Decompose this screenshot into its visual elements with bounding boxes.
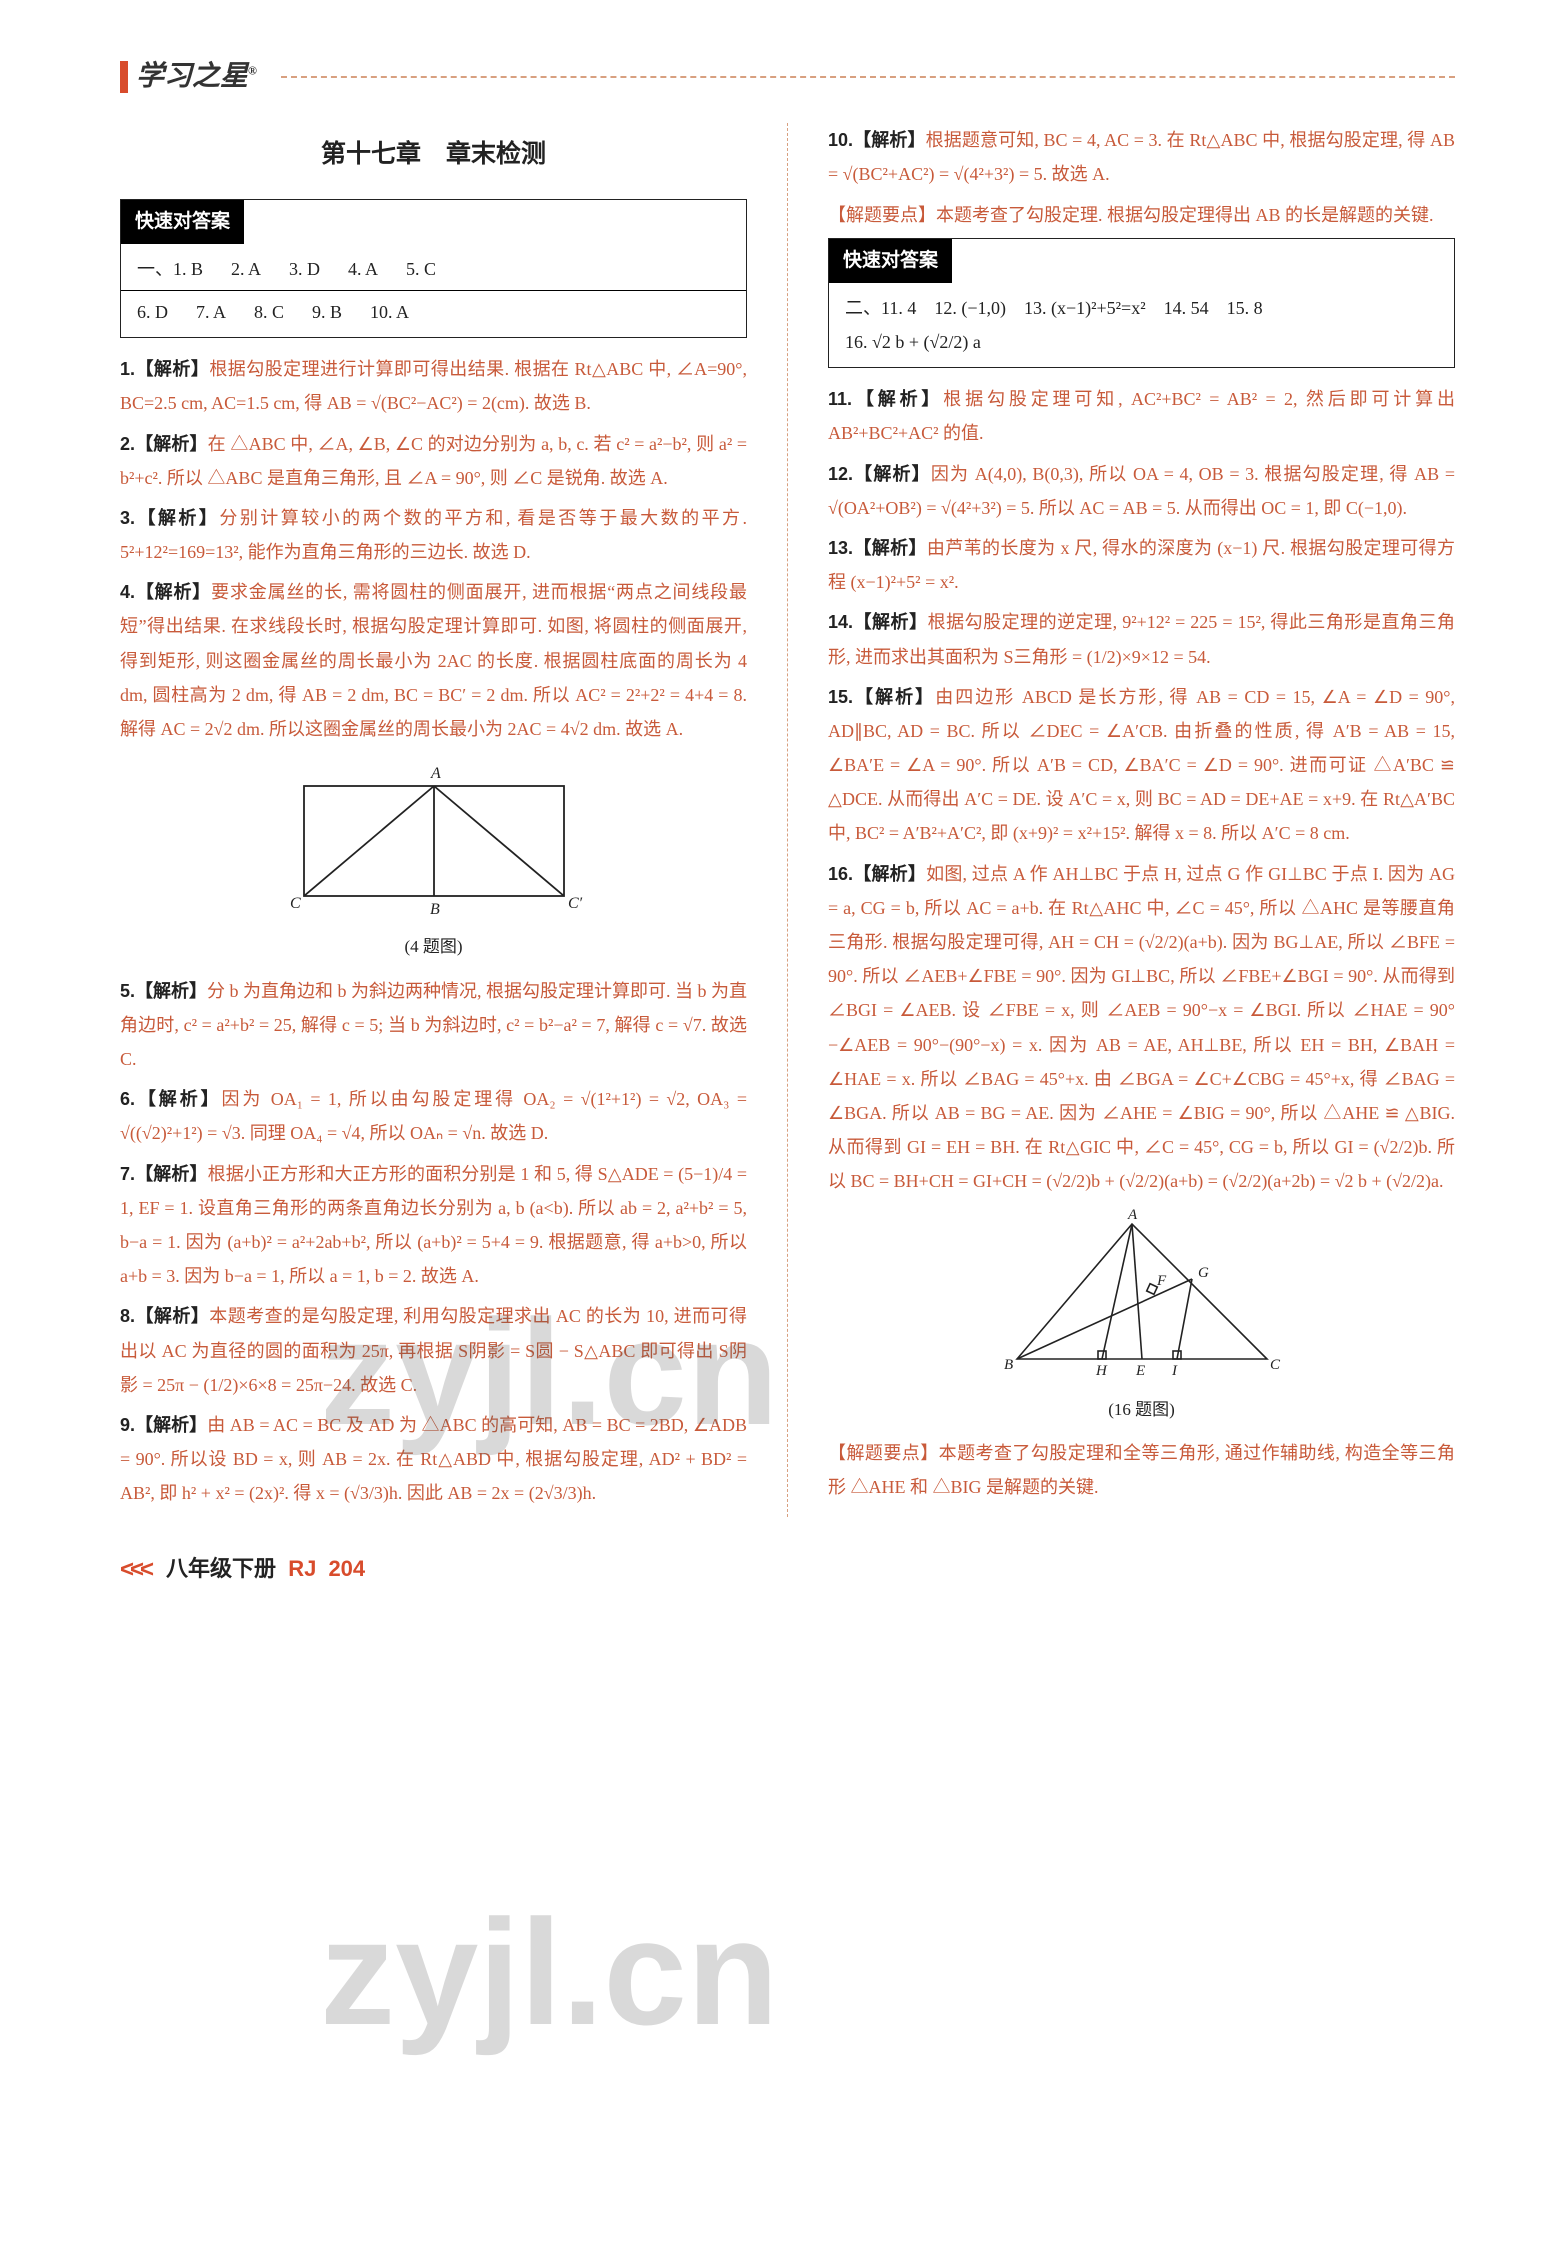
answer-box-1: 快速对答案 一、1. B 2. A 3. D 4. A 5. C 6. D 7.…	[120, 199, 747, 338]
svg-text:A: A	[430, 765, 441, 782]
ans-4: 4. A	[348, 252, 378, 286]
ans-3: 3. D	[289, 252, 320, 286]
answer-box-label: 快速对答案	[121, 200, 244, 244]
q1-text: 根据勾股定理进行计算即可得出结果. 根据在 Rt△ABC 中, ∠A=90°, …	[120, 359, 747, 413]
svg-text:B: B	[430, 901, 440, 916]
q1: 1.【解析】根据勾股定理进行计算即可得出结果. 根据在 Rt△ABC 中, ∠A…	[120, 352, 747, 420]
page-header: 学习之星®	[120, 50, 1455, 103]
q9: 9.【解析】由 AB = AC = BC 及 AD 为 △ABC 的高可知, A…	[120, 1408, 747, 1511]
q16-text: 如图, 过点 A 作 AH⊥BC 于点 H, 过点 G 作 GI⊥BC 于点 I…	[828, 864, 1455, 1192]
ans-9: 9. B	[312, 295, 342, 329]
answer-box-body-1: 一、1. B 2. A 3. D 4. A 5. C 6. D 7. A 8. …	[121, 244, 746, 337]
q8-text: 本题考查的是勾股定理, 利用勾股定理求出 AC 的长为 10, 进而可得出以 A…	[120, 1306, 747, 1394]
q6: 6.【解析】因为 OA₁ = 1, 所以由勾股定理得 OA₂ = √(1²+1²…	[120, 1082, 747, 1150]
page-footer: <<< 八年级下册 RJ 204	[120, 1547, 1455, 1593]
ans-6: 6. D	[137, 295, 168, 329]
content-columns: 第十七章 章末检测 快速对答案 一、1. B 2. A 3. D 4. A 5.…	[120, 123, 1455, 1516]
brand-sup: ®	[248, 64, 257, 78]
section2-answers-line2: 16. √2 b + (√2/2) a	[845, 325, 1438, 359]
q15: 15.【解析】由四边形 ABCD 是长方形, 得 AB = CD = 15, ∠…	[828, 680, 1455, 851]
svg-text:H: H	[1095, 1363, 1108, 1379]
q13: 13.【解析】由芦苇的长度为 x 尺, 得水的深度为 (x−1) 尺. 根据勾股…	[828, 531, 1455, 599]
diagram-q16: A B C H E I F G	[828, 1209, 1455, 1390]
column-divider	[787, 123, 788, 1516]
diagram-q16-caption: (16 题图)	[828, 1394, 1455, 1426]
svg-text:I: I	[1171, 1363, 1178, 1379]
svg-text:F: F	[1156, 1273, 1167, 1289]
answer-box-body-2: 二、11. 4 12. (−1,0) 13. (x−1)²+5²=x² 14. …	[829, 283, 1454, 367]
section2-answers-line1: 二、11. 4 12. (−1,0) 13. (x−1)²+5²=x² 14. …	[845, 291, 1438, 325]
svg-text:C′: C′	[568, 895, 583, 912]
svg-text:G: G	[1198, 1265, 1209, 1281]
watermark-2: zyjl.cn	[320, 1830, 779, 2115]
q7-text: 根据小正方形和大正方形的面积分别是 1 和 5, 得 S△ADE = (5−1)…	[120, 1164, 747, 1287]
ans-10: 10. A	[370, 295, 409, 329]
q2-text: 在 △ABC 中, ∠A, ∠B, ∠C 的对边分别为 a, b, c. 若 c…	[120, 434, 747, 488]
diagram-q4-caption: (4 题图)	[120, 931, 747, 963]
svg-text:E: E	[1135, 1363, 1145, 1379]
ans-8: 8. C	[254, 295, 284, 329]
footer-grade: 八年级下册	[166, 1556, 276, 1581]
brand-logo: 学习之星®	[136, 50, 257, 103]
q5-text: 分 b 为直角边和 b 为斜边两种情况, 根据勾股定理计算即可. 当 b 为直角…	[120, 981, 747, 1069]
answers-row-1: 一、1. B 2. A 3. D 4. A 5. C	[137, 252, 730, 286]
svg-text:C: C	[290, 895, 301, 912]
answer-box-2: 快速对答案 二、11. 4 12. (−1,0) 13. (x−1)²+5²=x…	[828, 238, 1455, 368]
ans-5: 5. C	[406, 252, 436, 286]
answer-box-label-2: 快速对答案	[829, 239, 952, 283]
chapter-title: 第十七章 章末检测	[120, 131, 747, 179]
q10-key-text: 【解题要点】本题考查了勾股定理. 根据勾股定理得出 AB 的长是解题的关键.	[828, 205, 1434, 225]
q3: 3.【解析】分别计算较小的两个数的平方和, 看是否等于最大数的平方. 5²+12…	[120, 501, 747, 569]
q15-text: 由四边形 ABCD 是长方形, 得 AB = CD = 15, ∠A = ∠D …	[828, 687, 1455, 844]
q16-key: 【解题要点】本题考查了勾股定理和全等三角形, 通过作辅助线, 构造全等三角形 △…	[828, 1436, 1455, 1504]
q12: 12.【解析】因为 A(4,0), B(0,3), 所以 OA = 4, OB …	[828, 457, 1455, 525]
header-accent-bar	[120, 61, 128, 93]
q9-text: 由 AB = AC = BC 及 AD 为 △ABC 的高可知, AB = BC…	[120, 1415, 747, 1503]
brand-text: 学习之星	[136, 61, 248, 92]
q7: 7.【解析】根据小正方形和大正方形的面积分别是 1 和 5, 得 S△ADE =…	[120, 1157, 747, 1294]
diagram-q4: A B C C′	[120, 756, 747, 927]
q8: 8.【解析】本题考查的是勾股定理, 利用勾股定理求出 AC 的长为 10, 进而…	[120, 1299, 747, 1402]
footer-arrows-icon: <<<	[120, 1547, 150, 1593]
svg-text:C: C	[1270, 1357, 1281, 1373]
q11: 11.【解析】根据勾股定理可知, AC²+BC² = AB² = 2, 然后即可…	[828, 382, 1455, 450]
footer-text: 八年级下册 RJ 204	[166, 1548, 365, 1590]
left-column: 第十七章 章末检测 快速对答案 一、1. B 2. A 3. D 4. A 5.…	[120, 123, 747, 1516]
ans-7: 7. A	[196, 295, 226, 329]
diagram-q4-svg: A B C C′	[284, 756, 584, 916]
q4-text: 要求金属丝的长, 需将圆柱的侧面展开, 进而根据“两点之间线段最短”得出结果. …	[120, 582, 747, 739]
q16: 16.【解析】如图, 过点 A 作 AH⊥BC 于点 H, 过点 G 作 GI⊥…	[828, 857, 1455, 1199]
right-column: 10.【解析】根据题意可知, BC = 4, AC = 3. 在 Rt△ABC …	[828, 123, 1455, 1516]
q14: 14.【解析】根据勾股定理的逆定理, 9²+12² = 225 = 15², 得…	[828, 605, 1455, 673]
header-dashed-rule	[281, 76, 1455, 78]
ans-2: 2. A	[231, 252, 261, 286]
q4: 4.【解析】要求金属丝的长, 需将圆柱的侧面展开, 进而根据“两点之间线段最短”…	[120, 575, 747, 746]
q2: 2.【解析】在 △ABC 中, ∠A, ∠B, ∠C 的对边分别为 a, b, …	[120, 427, 747, 495]
answers-row-2: 6. D 7. A 8. C 9. B 10. A	[137, 295, 730, 329]
q16-key-text: 【解题要点】本题考查了勾股定理和全等三角形, 通过作辅助线, 构造全等三角形 △…	[828, 1443, 1455, 1497]
answer-divider	[121, 290, 746, 291]
svg-text:B: B	[1004, 1357, 1013, 1373]
ans-1: 一、1. B	[137, 252, 203, 286]
svg-text:A: A	[1127, 1209, 1138, 1223]
q5: 5.【解析】分 b 为直角边和 b 为斜边两种情况, 根据勾股定理计算即可. 当…	[120, 974, 747, 1077]
footer-rj: RJ	[288, 1556, 316, 1581]
q10: 10.【解析】根据题意可知, BC = 4, AC = 3. 在 Rt△ABC …	[828, 123, 1455, 191]
q10-key: 【解题要点】本题考查了勾股定理. 根据勾股定理得出 AB 的长是解题的关键.	[828, 198, 1455, 232]
diagram-q16-svg: A B C H E I F G	[1002, 1209, 1282, 1379]
footer-page-number: 204	[328, 1556, 365, 1581]
